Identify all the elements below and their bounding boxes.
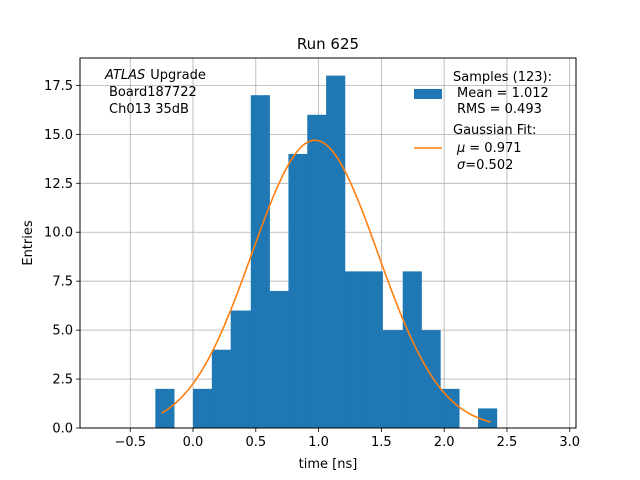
annotation-board: Board187722 [109, 85, 197, 100]
histogram-bar [230, 310, 252, 428]
annotation-suffix: Upgrade [150, 68, 206, 83]
y-tick-label: 7.5 [52, 275, 73, 290]
y-tick-label: 0.0 [52, 422, 73, 437]
y-tick-label: 2.5 [52, 373, 73, 388]
x-tick-label: 0.0 [183, 435, 204, 450]
x-tick-label: 0.5 [245, 435, 266, 450]
histogram-bar [269, 290, 289, 428]
sigma-symbol: σ [457, 158, 466, 173]
histogram-bar [344, 271, 365, 428]
axis-ticks: −0.5 0.0 0.5 1.0 1.5 2.0 2.5 3.0 0.0 2.5 5.0 7.5 10.… [44, 79, 580, 450]
annotation-experiment: ATLAS [104, 68, 145, 83]
histogram-bar [382, 330, 404, 428]
annotation-channel: Ch013 35dB [109, 102, 189, 117]
histogram-bar [326, 75, 346, 428]
x-axis-label: time [ns] [299, 457, 358, 472]
legend-fit-sigma: σ=0.502 [457, 158, 513, 173]
legend-fit-sigma-value: =0.502 [465, 158, 513, 173]
y-axis-label: Entries [21, 220, 36, 266]
legend-fit-title: Gaussian Fit: [453, 123, 536, 138]
x-tick-label: 1.0 [308, 435, 329, 450]
histogram-bar [402, 271, 422, 428]
chart-title: Run 625 [297, 35, 359, 53]
histogram-bar [250, 95, 270, 428]
legend-samples-title: Samples (123): [453, 70, 552, 85]
legend-fit-mu: μ = 0.971 [456, 141, 522, 156]
histogram-bar [363, 271, 383, 428]
y-tick-label: 15.0 [44, 128, 73, 143]
histogram-bars [155, 75, 498, 429]
histogram-bar [440, 388, 460, 428]
histogram-bar [155, 388, 175, 428]
x-tick-label: 2.0 [434, 435, 455, 450]
histogram-bar [478, 408, 498, 428]
histogram-bar [193, 388, 213, 428]
x-tick-label: −0.5 [114, 435, 146, 450]
legend-samples-mean: Mean = 1.012 [457, 86, 549, 101]
histogram-bar [307, 114, 327, 428]
gaussian-fit [161, 139, 491, 423]
x-tick-label: 3.0 [559, 435, 580, 450]
y-tick-label: 17.5 [44, 79, 73, 94]
histogram-bar [288, 153, 308, 429]
legend-samples-rms: RMS = 0.493 [457, 102, 542, 117]
gaussian-fit-curve [161, 139, 491, 423]
legend: Samples (123): Mean = 1.012 RMS = 0.493 … [414, 70, 552, 173]
run-annotation: ATLAS Upgrade Board187722 Ch013 35dB [104, 68, 206, 117]
y-tick-label: 10.0 [44, 226, 73, 241]
histogram-bar [421, 330, 441, 428]
x-tick-label: 2.5 [497, 435, 518, 450]
mu-symbol: μ [456, 141, 465, 156]
plot-frame [79, 57, 577, 429]
annotation-line-1: ATLAS Upgrade [104, 68, 206, 83]
y-tick-label: 5.0 [52, 324, 73, 339]
y-tick-label: 12.5 [44, 177, 73, 192]
histogram-bar [211, 349, 231, 428]
legend-fit-mu-value: = 0.971 [469, 141, 521, 156]
legend-samples-swatch [414, 89, 442, 99]
x-tick-label: 1.5 [371, 435, 392, 450]
